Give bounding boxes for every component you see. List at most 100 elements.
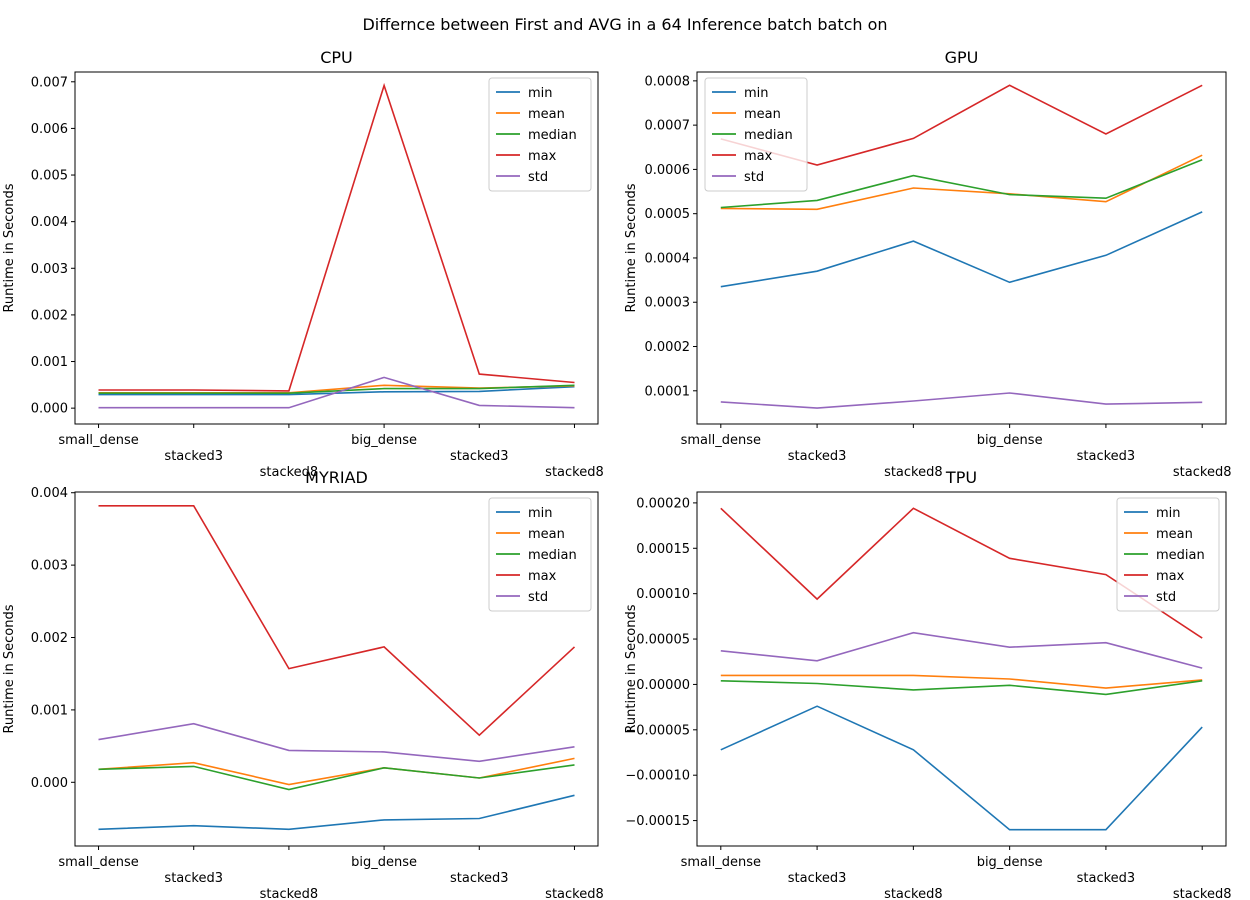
legend-label-min: min xyxy=(528,86,553,101)
series-line-mean xyxy=(98,757,575,786)
legend: min mean median max std xyxy=(704,77,808,192)
series-line-mean xyxy=(720,154,1203,211)
y-axis-label: Runtime in Seconds xyxy=(624,604,639,733)
legend-box xyxy=(1116,497,1220,612)
subplot-tpu: TPU −0.00015 −0.00010 −0.00005 0.00000 0.0000… xyxy=(624,468,1231,900)
series-line-median xyxy=(720,158,1203,209)
legend-label-median: median xyxy=(744,128,793,143)
subplot-myriad: MYRIAD 0.000 0.001 0.002 0.003 0.004 small_den… xyxy=(2,468,604,900)
y-tick-label: 0.00015 xyxy=(636,542,690,557)
y-tick-label: 0.007 xyxy=(31,75,68,90)
x-tick-label: stacked8 xyxy=(1173,465,1232,480)
x-tick-label: stacked8 xyxy=(260,887,319,900)
x-tick-label: small_dense xyxy=(681,855,761,870)
series-line-max xyxy=(98,82,575,392)
series-line-std xyxy=(98,722,575,763)
x-tick-label: stacked3 xyxy=(1077,449,1136,464)
subplot-title: CPU xyxy=(320,48,353,67)
x-tick-label: big_dense xyxy=(351,433,417,448)
y-tick-label: 0.004 xyxy=(31,215,68,230)
subplot-gpu: GPU 0.0001 0.0002 0.0003 0.0004 0.0005 0.0006 0… xyxy=(624,48,1231,480)
y-tick-label: 0.0005 xyxy=(645,207,691,222)
series-line-median xyxy=(98,384,575,395)
legend-label-std: std xyxy=(1156,590,1176,605)
y-tick-label: 0.0001 xyxy=(645,384,691,399)
x-tick-label: stacked3 xyxy=(788,871,847,886)
y-tick-label: 0.0008 xyxy=(645,74,691,89)
legend-box xyxy=(704,77,808,192)
legend: min mean median max std xyxy=(1116,497,1220,612)
y-axis-label: Runtime in Seconds xyxy=(2,604,17,733)
y-tick-label: −0.00015 xyxy=(625,814,690,829)
legend-label-max: max xyxy=(528,149,557,164)
y-tick-label: −0.00010 xyxy=(625,769,690,784)
subplot-title: MYRIAD xyxy=(305,468,368,487)
series-line-std xyxy=(720,631,1203,669)
y-tick-label: 0.006 xyxy=(31,122,68,137)
series-line-median xyxy=(98,764,575,791)
x-tick-label: stacked8 xyxy=(260,465,319,480)
y-axis-label: Runtime in Seconds xyxy=(2,183,17,312)
legend-label-median: median xyxy=(528,548,577,563)
legend-label-max: max xyxy=(528,569,557,584)
legend-label-median: median xyxy=(528,128,577,143)
axes-frame xyxy=(696,491,1227,847)
subplot-title: TPU xyxy=(945,468,977,487)
series-line-std xyxy=(720,392,1203,409)
legend-label-min: min xyxy=(744,86,769,101)
legend-label-median: median xyxy=(1156,548,1205,563)
y-tick-label: 0.002 xyxy=(31,308,68,323)
x-tick-label: stacked8 xyxy=(884,465,943,480)
x-tick-label: big_dense xyxy=(351,855,417,870)
legend-label-mean: mean xyxy=(528,527,565,542)
subplot-title: GPU xyxy=(945,48,979,67)
x-tick-label: big_dense xyxy=(977,855,1043,870)
y-tick-label: 0.003 xyxy=(31,262,68,277)
y-tick-label: 0.000 xyxy=(31,402,68,417)
x-tick-label: stacked8 xyxy=(545,465,604,480)
y-tick-label: 0.00000 xyxy=(636,678,690,693)
x-tick-label: stacked3 xyxy=(788,449,847,464)
y-tick-label: 0.0004 xyxy=(645,251,691,266)
x-tick-label: stacked3 xyxy=(164,449,223,464)
y-tick-label: 0.0007 xyxy=(645,119,691,134)
legend-label-std: std xyxy=(528,170,548,185)
legend-box xyxy=(488,497,592,612)
x-tick-label: stacked3 xyxy=(164,871,223,886)
series-line-min xyxy=(98,794,575,831)
y-tick-label: 0.001 xyxy=(31,355,68,370)
axes-frame xyxy=(696,71,1227,425)
series-line-mean xyxy=(720,674,1203,689)
y-tick-label: 0.002 xyxy=(31,631,68,646)
y-axis-label: Runtime in Seconds xyxy=(624,183,639,312)
x-tick-label: small_dense xyxy=(58,855,138,870)
y-tick-label: 0.00005 xyxy=(636,633,690,648)
legend: min mean median max std xyxy=(488,77,592,192)
legend-label-min: min xyxy=(528,506,553,521)
subplot-cpu: CPU 0.000 0.001 0.002 0.003 0.004 0.005 0.006 0.… xyxy=(2,48,604,480)
legend: min mean median max std xyxy=(488,497,592,612)
y-tick-label: 0.0003 xyxy=(645,296,691,311)
y-tick-label: 0.0002 xyxy=(645,340,691,355)
x-tick-label: stacked8 xyxy=(545,887,604,900)
legend-label-max: max xyxy=(744,149,773,164)
y-tick-label: 0.004 xyxy=(31,486,68,501)
y-tick-label: 0.0006 xyxy=(645,163,691,178)
legend-box xyxy=(488,77,592,192)
series-line-std xyxy=(98,376,575,409)
x-tick-label: small_dense xyxy=(681,433,761,448)
y-tick-label: 0.000 xyxy=(31,776,68,791)
legend-label-max: max xyxy=(1156,569,1185,584)
x-tick-label: stacked8 xyxy=(884,887,943,900)
legend-label-mean: mean xyxy=(744,107,781,122)
legend-label-mean: mean xyxy=(528,107,565,122)
x-tick-label: big_dense xyxy=(977,433,1043,448)
y-tick-label: 0.001 xyxy=(31,703,68,718)
series-line-min xyxy=(720,211,1203,288)
x-tick-label: stacked3 xyxy=(1077,871,1136,886)
x-tick-label: small_dense xyxy=(58,433,138,448)
x-tick-label: stacked8 xyxy=(1173,887,1232,900)
y-tick-label: 0.00020 xyxy=(636,496,690,511)
y-tick-label: 0.005 xyxy=(31,169,68,184)
